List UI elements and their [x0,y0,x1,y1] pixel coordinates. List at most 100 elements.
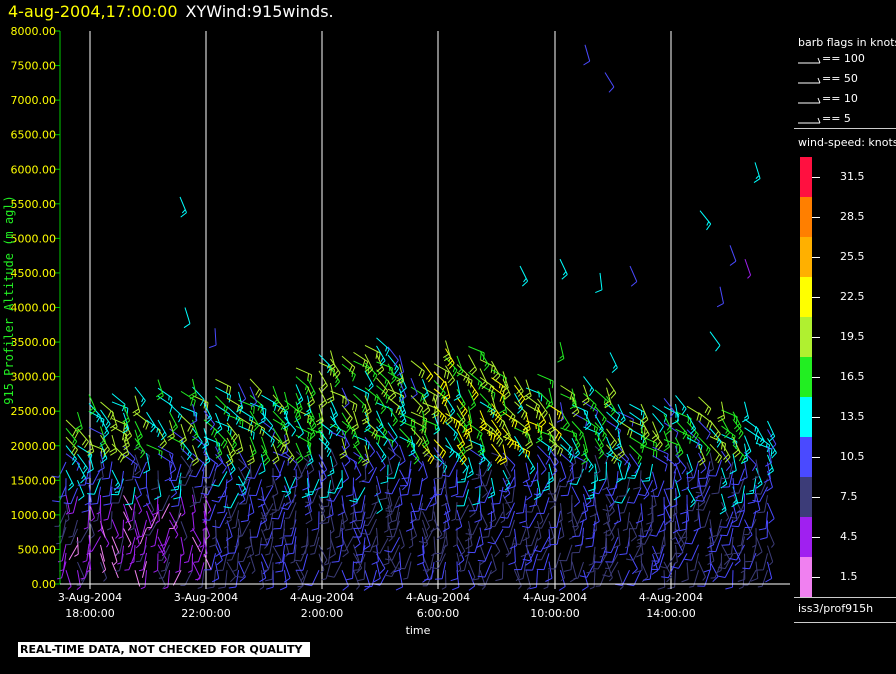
wind-barb [491,360,501,382]
wind-barb [502,411,518,429]
wind-barb [673,479,681,501]
wind-barb [63,487,78,505]
wind-barb [752,486,768,503]
colorbar-tick [812,217,820,218]
wind-barb [180,496,186,517]
wind-barb [733,536,745,554]
wind-barb [169,519,179,539]
wind-barb [708,519,713,540]
wind-barb [111,486,124,504]
wind-barb [160,553,170,572]
wind-barb [88,501,95,522]
y-tick-label: 5500.00 [11,198,57,211]
wind-barb [560,452,574,472]
wind-barb [261,412,274,433]
wind-barb [681,562,689,583]
wind-barb [536,553,550,571]
wind-barb [468,569,476,591]
wind-barb [281,434,289,456]
wind-barb [456,412,468,434]
wind-barb [696,494,711,511]
wind-barb [548,447,559,468]
wind-barb [548,455,558,477]
wind-barb [284,451,298,471]
wind-barb [591,478,607,495]
wind-barb [410,386,426,404]
wind-barb [601,530,607,550]
barb-key-glyph [798,77,821,84]
wind-barb [203,444,211,466]
wind-barb [522,545,538,562]
wind-barb [618,478,630,497]
wind-barb [410,419,427,436]
wind-barb [417,536,425,557]
colorbar-swatch [800,197,812,237]
wind-barb [491,377,506,395]
wind-barb [227,536,239,554]
wind-barb [275,545,285,564]
wind-barb [422,379,429,400]
wind-barb [266,468,274,488]
wind-barb-plot: 0.00 500.00 1000.00 1500.00 2000.00 2500.00 30… [2,25,790,637]
wind-barb [658,512,666,533]
wind-barb [721,417,731,439]
wind-barb [52,485,67,503]
wind-barb [143,453,151,474]
wind-barb [700,510,711,529]
wind-barb [719,511,734,528]
wind-barb [90,486,101,505]
wind-barb [96,460,104,481]
wind-barb [111,443,125,463]
colorbar-tick [812,337,820,338]
wind-barb [595,272,603,294]
wind-barb [215,437,223,459]
wind-barb [336,527,344,548]
wind-barb [263,553,274,572]
wind-barb [753,162,761,184]
wind-barb [223,492,239,509]
wind-barb [133,429,141,451]
wind-barb [86,452,94,474]
wind-barb [203,553,216,571]
wind-barb [557,519,565,541]
wind-barb [238,478,251,496]
wind-barb [264,512,274,531]
wind-barb [399,428,412,448]
wind-barb [99,426,107,448]
wind-barb [191,494,196,515]
wind-barb [556,402,564,423]
wind-barb [341,396,358,412]
wind-barb [65,427,78,448]
wind-barb [471,461,481,480]
wind-barb [525,404,542,421]
wind-barb [537,373,554,389]
wind-barb [327,350,336,372]
wind-barb [545,387,554,409]
wind-barb [225,520,233,541]
wind-barb [211,471,228,487]
wind-barb [508,545,516,566]
wind-barb [433,363,450,380]
wind-barb [374,475,382,497]
wind-barb [248,479,262,496]
wind-barb [295,376,310,395]
wind-barb [152,495,159,516]
wind-barb [376,426,389,446]
wind-barb [479,426,496,442]
wind-barb [537,445,550,465]
wind-barb [126,536,136,555]
wind-barb [365,501,377,519]
wind-barb [101,461,113,480]
legend-divider-bottom [794,597,896,598]
wind-barb [571,429,581,451]
x-tick-date: 4-Aug-2004 [406,591,470,604]
wind-barb [652,430,663,451]
wind-barb [533,536,550,553]
wind-barb [690,553,699,572]
wind-barb [633,470,642,490]
wind-barb [665,471,676,490]
wind-barb [202,504,216,521]
wind-barb [442,461,458,477]
wind-barb [76,527,90,543]
wind-barb [203,403,213,424]
